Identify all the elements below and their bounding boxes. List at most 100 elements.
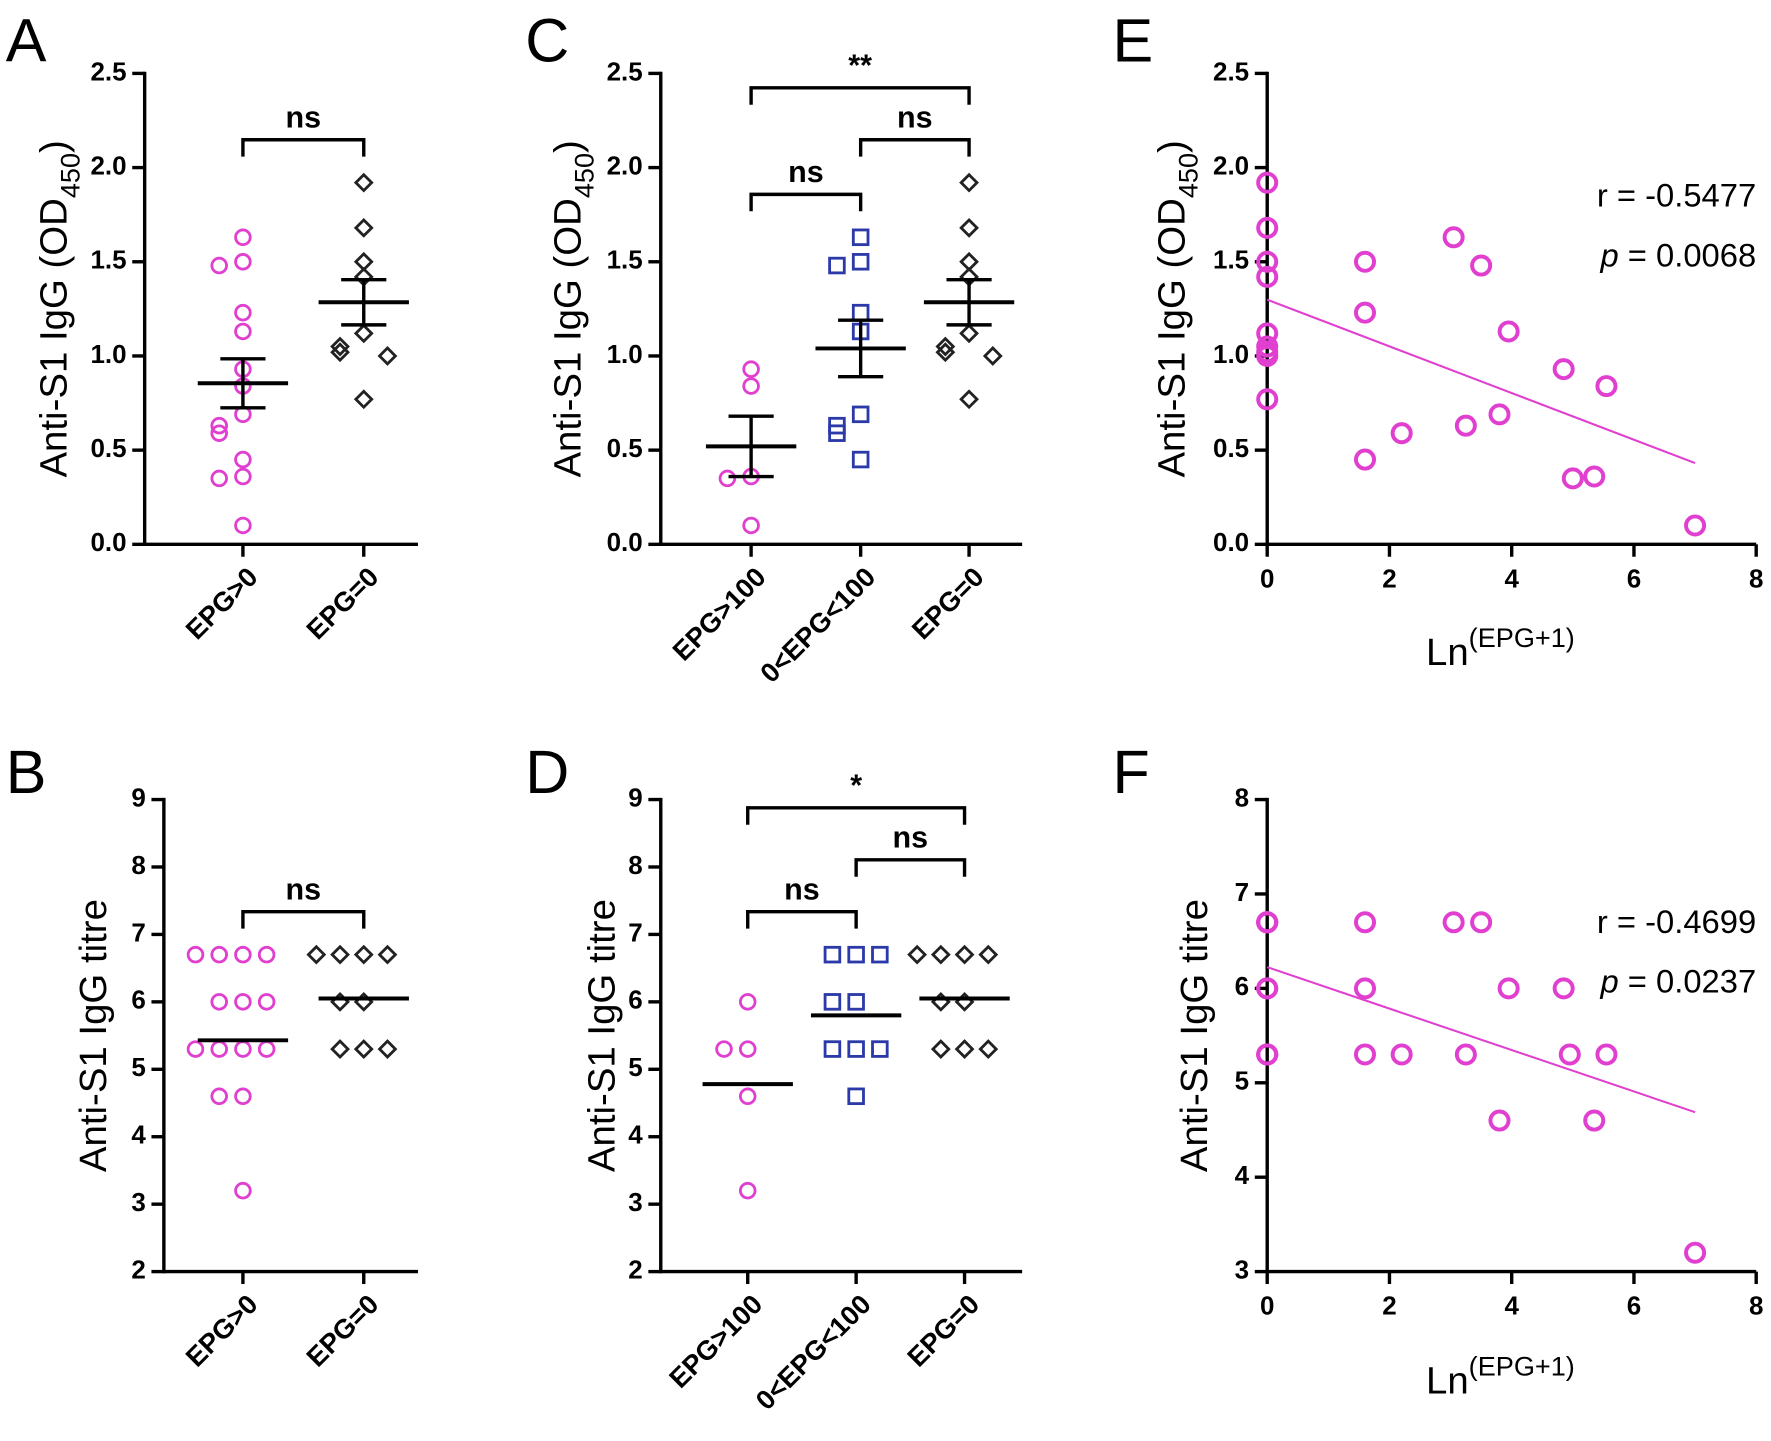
dot [210,1087,228,1106]
panel-label: C [525,6,569,74]
dot [954,1039,975,1059]
point [1256,1043,1279,1066]
dot [851,303,870,322]
stat-symbol: r [1597,176,1608,213]
point [1353,301,1377,324]
x-tick-label: 2 [1382,1291,1396,1321]
dot [257,1040,276,1058]
dot [234,1087,252,1106]
x-tick-label: EPG=0 [901,1288,985,1372]
panel-label: A [6,6,47,74]
point [1454,1043,1477,1066]
x-axis-label: Ln(EPG+1) [1426,1350,1575,1402]
y-tick-label: 2.5 [1213,56,1249,86]
point [1390,422,1413,445]
y-tick-label: 2.0 [90,150,126,180]
stat-symbol: p [1599,962,1618,999]
dot [847,1087,865,1106]
point [1583,465,1606,488]
significance-bracket [746,806,967,825]
y-axis-label: Anti-S1 IgG titre [580,899,623,1172]
y-tick-label: 6 [1235,971,1249,1001]
dot [847,993,865,1011]
y-axis-label-text: Anti-S1 IgG (OD [547,198,590,477]
significance-bracket [858,138,971,157]
x-tick-label: 4 [1504,563,1519,593]
point [1256,265,1279,288]
stat-annotation: p = 0.0237 [1599,962,1756,999]
panel-label: F [1112,738,1149,806]
y-axis-label-sub: 450 [568,153,599,198]
y-axis-label-sub: 450 [1172,153,1203,198]
dot [823,945,842,964]
y-axis-label-text: Anti-S1 IgG titre [1173,899,1216,1172]
significance-label: ns [286,100,322,134]
dot [210,469,228,488]
dot [982,346,1003,366]
point [1454,414,1477,437]
y-axis-label: Anti-S1 IgG (OD450) [33,140,86,477]
point [1256,216,1279,239]
x-tick-label: 8 [1749,563,1763,593]
point [1561,467,1584,490]
stat-text: = 0.0237 [1619,962,1757,999]
stat-symbol: r [1597,902,1608,939]
y-tick-label: 2 [628,1254,642,1284]
y-tick-label: 4 [1235,1160,1250,1190]
y-tick-label: 2.5 [607,56,643,86]
x-tick-label: 2 [1382,563,1396,593]
point [1256,344,1279,367]
point [1256,977,1279,1000]
dot [871,945,889,964]
dot [828,424,846,442]
dot [742,377,760,395]
y-axis-label: Anti-S1 IgG (OD450) [547,140,600,477]
y-axis-label-end: ) [547,140,590,153]
point [1353,250,1377,273]
point [1256,171,1279,194]
x-tick-label: EPG>0 [179,561,263,645]
y-axis-label: Anti-S1 IgG (OD450) [1151,140,1204,477]
stat-annotation: r = -0.5477 [1597,176,1756,213]
x-tick-label: 6 [1627,563,1641,593]
dot [738,1087,757,1106]
stat-symbol: p [1599,236,1618,273]
x-tick-label: EPG=0 [905,561,989,645]
significance-label: * [850,769,862,803]
x-axis-label-text: Ln [1426,631,1469,674]
point [1684,514,1707,537]
y-tick-label: 4 [131,1120,146,1150]
dot [257,993,276,1011]
y-tick-label: 0.0 [1213,527,1249,557]
dot [186,945,205,964]
dot [210,993,228,1011]
dot [851,253,870,271]
y-tick-label: 7 [1235,877,1249,907]
point [1552,358,1575,381]
x-tick-label: 0<EPG<100 [749,1288,876,1415]
y-tick-label: 8 [131,850,145,880]
dot [330,342,350,363]
x-tick-label: EPG>100 [666,561,772,667]
significance-bracket [746,910,858,929]
significance-label: ns [897,100,933,134]
y-tick-label: 8 [1235,782,1249,812]
x-tick-label: EPG>100 [663,1288,769,1394]
dot [330,944,350,965]
dot [851,450,870,469]
dot [353,217,374,238]
y-tick-label: 3 [131,1187,145,1217]
dot [738,1181,757,1200]
panel-label: E [1112,6,1153,74]
dot [353,389,374,410]
y-axis-label-end: ) [1151,140,1194,153]
y-tick-label: 7 [628,917,642,947]
x-tick-label: EPG=0 [300,561,384,645]
dot [930,991,951,1012]
point [1558,1043,1581,1066]
dot [930,944,951,965]
dot [847,1040,865,1058]
stat-text: = -0.4699 [1608,902,1756,939]
dot [210,416,228,435]
